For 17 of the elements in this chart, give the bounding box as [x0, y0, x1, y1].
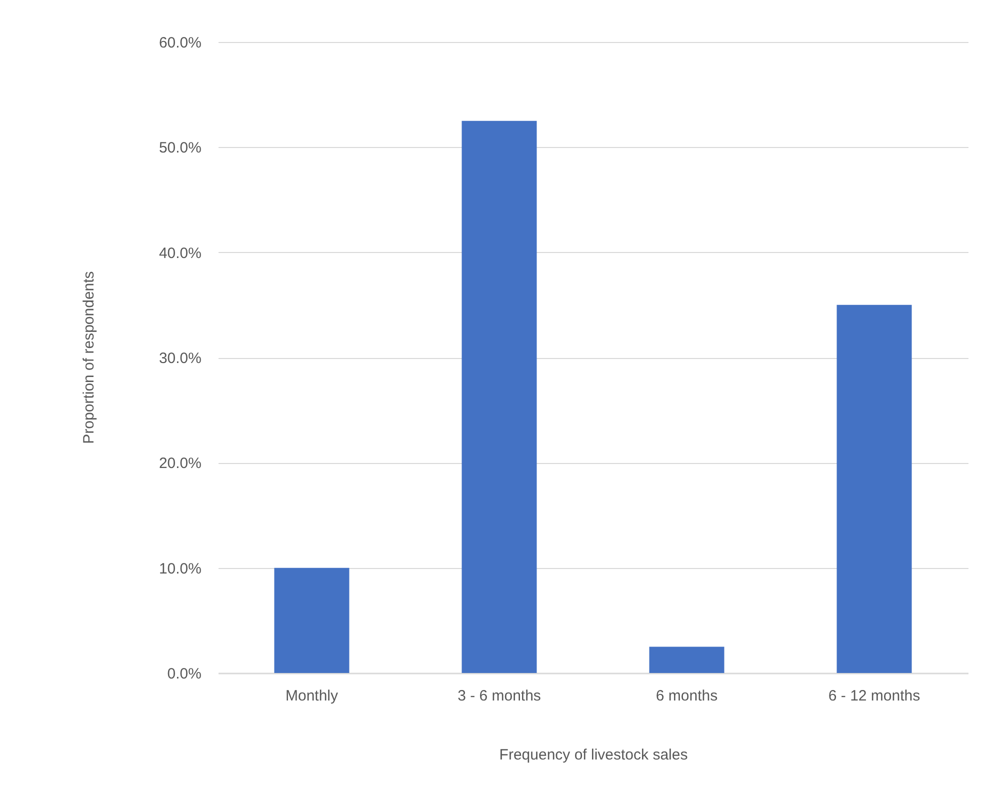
y-tick-label: 20.0% — [158, 455, 202, 472]
x-tick-label: Monthly — [285, 688, 339, 704]
y-tick-label: 40.0% — [158, 244, 202, 262]
bar — [462, 120, 537, 673]
x-tick-label: 3 - 6 months — [458, 688, 541, 704]
bar — [836, 304, 912, 673]
y-tick-label: 30.0% — [158, 350, 202, 367]
x-axis-title: Frequency of livestock sales — [499, 746, 688, 764]
y-tick-label: 10.0% — [158, 560, 202, 578]
y-tick-label: 50.0% — [158, 140, 202, 157]
y-tick-label: 60.0% — [158, 34, 202, 52]
bar — [649, 646, 724, 673]
x-tick-label: 6 months — [656, 688, 718, 704]
y-tick-label: 0.0% — [167, 666, 202, 682]
bar — [274, 568, 350, 673]
x-tick-label: 6 - 12 months — [828, 688, 920, 704]
y-axis-title: Proportion of respondents — [80, 271, 98, 444]
